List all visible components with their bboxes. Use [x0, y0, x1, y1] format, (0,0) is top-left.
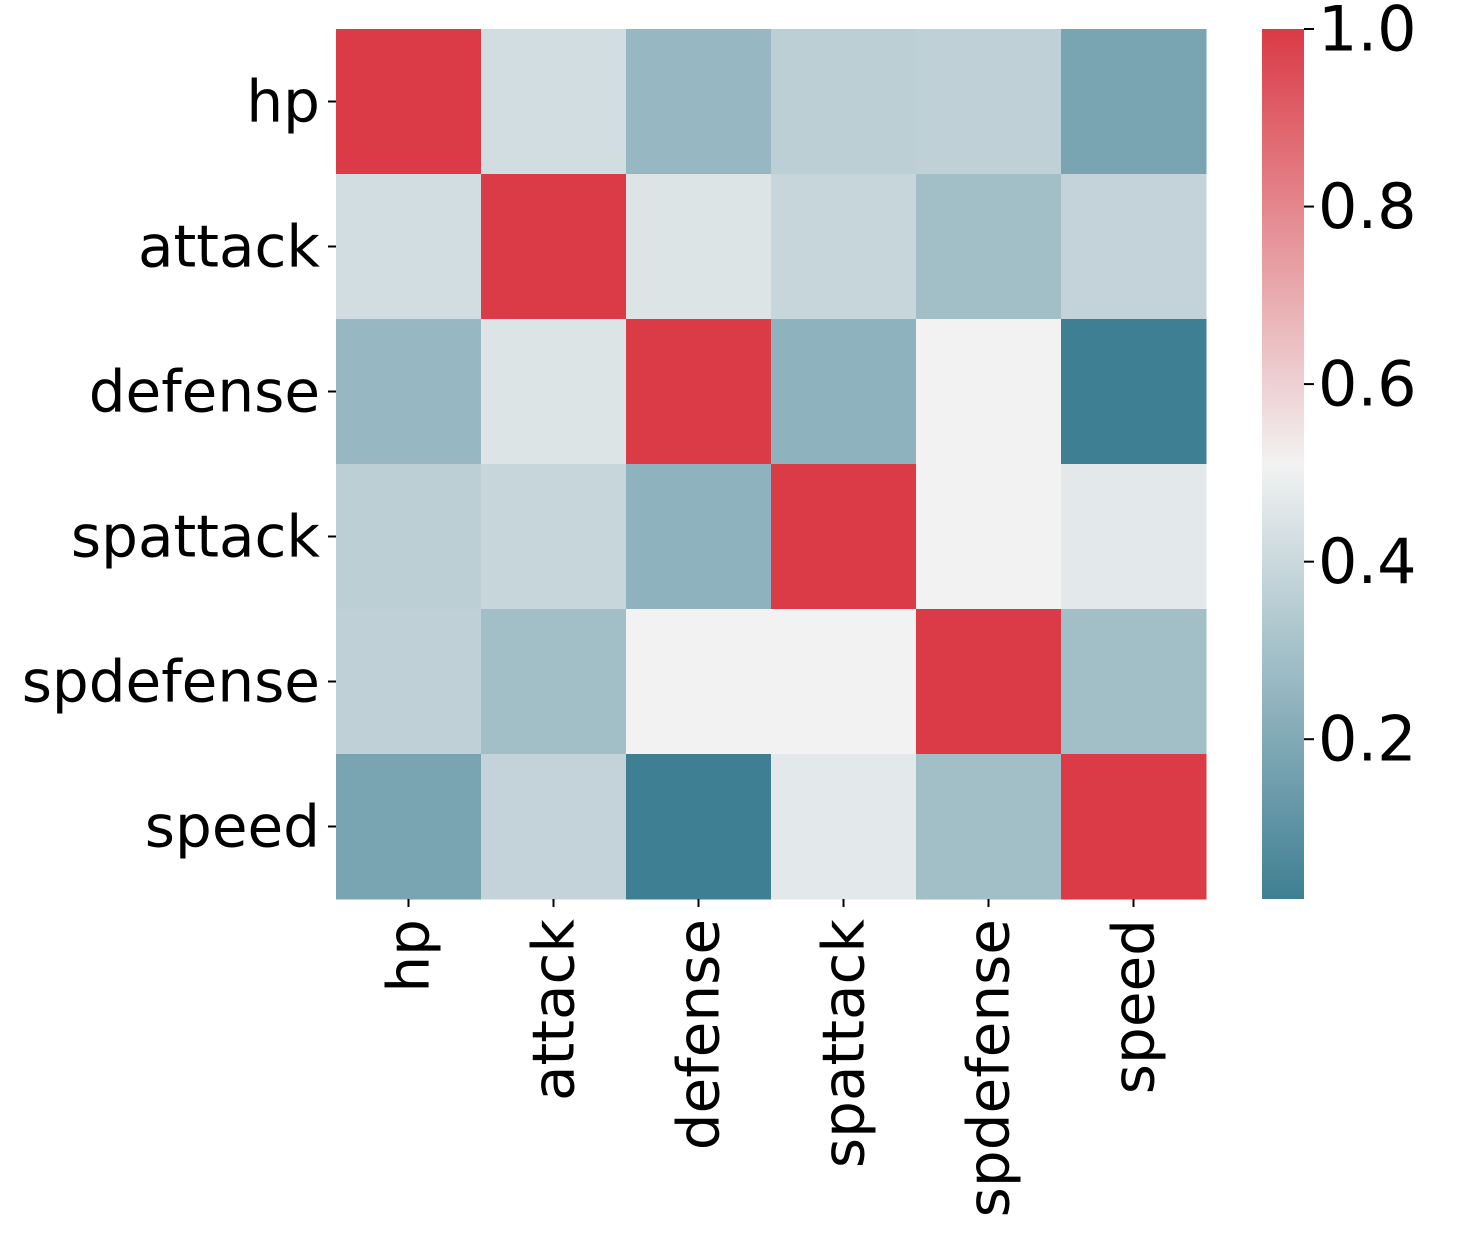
heatmap-cell-hp-defense [626, 29, 772, 175]
heatmap-cell-spdefense-speed [1061, 609, 1207, 755]
heatmap-cell-hp-attack [481, 29, 627, 175]
heatmap-cell-attack-hp [336, 174, 482, 320]
y-axis: hp attack defense spattack spdefense speed [22, 68, 336, 861]
heatmap-cell-attack-attack [481, 174, 627, 320]
heatmap-cell-speed-hp [336, 754, 482, 900]
colorbar-gradient [1262, 29, 1304, 899]
heatmap-cell-spdefense-hp [336, 609, 482, 755]
heatmap-cell-hp-spdefense [916, 29, 1062, 175]
heatmap-cell-spdefense-attack [481, 609, 627, 755]
colorbar: 0.2 0.4 0.6 0.8 1.0 [1262, 0, 1417, 899]
heatmap-cell-spattack-spattack [771, 464, 917, 610]
y-tick-label: hp [246, 68, 320, 136]
y-tick-label: spdefense [22, 648, 320, 716]
x-tick-label: hp [375, 919, 443, 993]
heatmap-cell-attack-speed [1061, 174, 1207, 320]
heatmap-cell-attack-defense [626, 174, 772, 320]
heatmap-cell-defense-defense [626, 319, 772, 465]
x-tick-label: speed [1100, 919, 1168, 1094]
y-tick-label: spattack [71, 503, 320, 571]
heatmap-cell-defense-hp [336, 319, 482, 465]
heatmap-cell-attack-spdefense [916, 174, 1062, 320]
heatmap-cell-spdefense-spdefense [916, 609, 1062, 755]
colorbar-tick-label: 0.2 [1318, 703, 1417, 776]
heatmap-cell-defense-speed [1061, 319, 1207, 465]
heatmap-cell-spattack-spdefense [916, 464, 1062, 610]
x-tick-label: spdefense [955, 919, 1023, 1217]
heatmap-cell-spattack-hp [336, 464, 482, 610]
heatmap-cells [336, 29, 1207, 900]
heatmap-cell-spdefense-defense [626, 609, 772, 755]
heatmap-cell-speed-defense [626, 754, 772, 900]
x-axis: hp attack defense spattack spdefense speed [375, 899, 1168, 1217]
heatmap-cell-spattack-defense [626, 464, 772, 610]
x-tick-label: spattack [810, 919, 878, 1168]
heatmap-cell-spdefense-spattack [771, 609, 917, 755]
heatmap-cell-defense-attack [481, 319, 627, 465]
heatmap-cell-speed-attack [481, 754, 627, 900]
heatmap-cell-speed-speed [1061, 754, 1207, 900]
heatmap-cell-attack-spattack [771, 174, 917, 320]
heatmap-cell-speed-spattack [771, 754, 917, 900]
colorbar-tick-label: 0.8 [1318, 170, 1417, 243]
heatmap-cell-speed-spdefense [916, 754, 1062, 900]
heatmap-cell-defense-spdefense [916, 319, 1062, 465]
y-tick-label: defense [89, 358, 320, 426]
y-tick-label: speed [145, 793, 320, 861]
heatmap-cell-defense-spattack [771, 319, 917, 465]
x-tick-label: defense [665, 919, 733, 1150]
heatmap-cell-spattack-attack [481, 464, 627, 610]
colorbar-tick-label: 0.4 [1318, 525, 1417, 598]
heatmap-cell-hp-hp [336, 29, 482, 175]
heatmap-cell-hp-speed [1061, 29, 1207, 175]
colorbar-tick-label: 1.0 [1318, 0, 1417, 66]
heatmap-cell-spattack-speed [1061, 464, 1207, 610]
colorbar-tick-label: 0.6 [1318, 348, 1417, 421]
heatmap-cell-hp-spattack [771, 29, 917, 175]
x-tick-label: attack [520, 919, 588, 1101]
y-tick-label: attack [138, 213, 320, 281]
